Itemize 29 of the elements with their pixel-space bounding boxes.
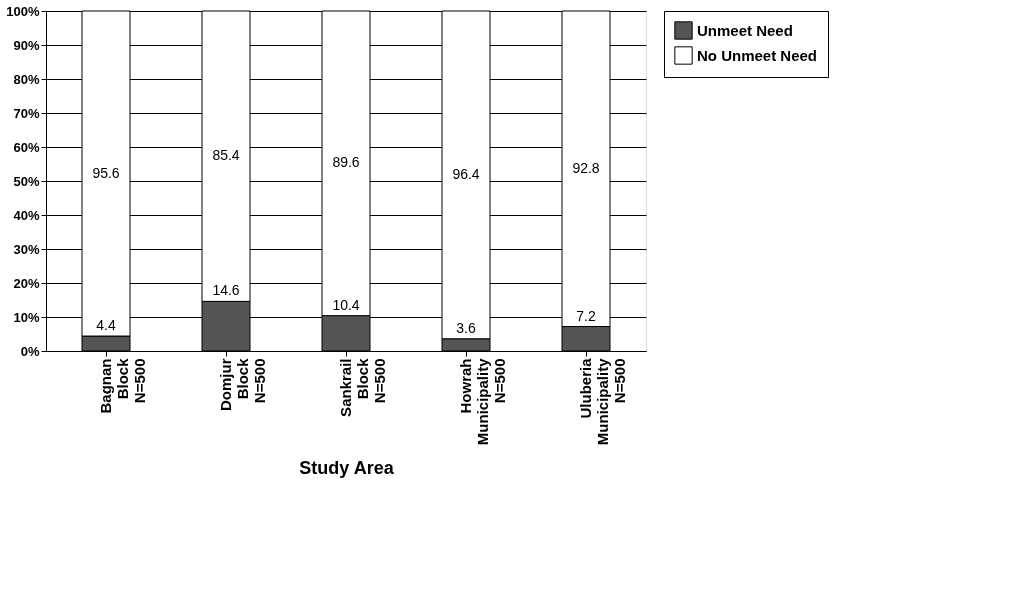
- y-tick-label: 80%: [13, 71, 40, 87]
- data-label: 89.6: [332, 154, 360, 171]
- data-label: 3.6: [456, 319, 476, 336]
- x-axis-title: Study Area: [299, 458, 395, 479]
- y-tick-label: 20%: [13, 275, 40, 291]
- x-tick-label: Uluberia Municipality N=500: [577, 357, 628, 446]
- y-tick-label: 60%: [13, 139, 40, 155]
- x-tick-label: Howrah Municipality N=500: [457, 357, 508, 446]
- x-tick-label: Sankrail Block N=500: [337, 357, 388, 417]
- legend-label: Unmeet Need: [697, 21, 793, 39]
- data-label: 95.6: [92, 164, 120, 181]
- y-tick-label: 40%: [13, 207, 40, 223]
- y-tick-label: 90%: [13, 37, 40, 53]
- data-label: 96.4: [452, 165, 480, 182]
- y-tick-label: 70%: [13, 105, 40, 121]
- data-label: 10.4: [332, 296, 360, 313]
- x-tick-label: Bagnan Block N=500: [97, 357, 148, 414]
- y-tick-label: 0%: [20, 343, 40, 359]
- data-label: 7.2: [576, 307, 596, 324]
- data-label: 92.8: [572, 159, 600, 176]
- y-tick-label: 30%: [13, 241, 40, 257]
- data-label: 14.6: [212, 282, 240, 299]
- y-tick-label: 100%: [6, 3, 40, 19]
- x-tick-label: Domjur Block N=500: [217, 357, 268, 411]
- data-label: 85.4: [212, 147, 240, 164]
- data-label: 4.4: [96, 317, 116, 334]
- legend-label: No Unmeet Need: [697, 46, 818, 64]
- y-tick-label: 50%: [13, 173, 40, 189]
- y-tick-label: 10%: [13, 309, 40, 325]
